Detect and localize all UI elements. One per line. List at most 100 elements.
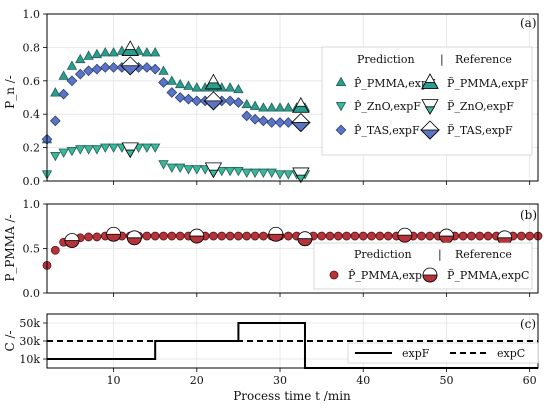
data-point-a-ref-triangle-up — [121, 49, 139, 56]
data-point-b-circle — [458, 231, 468, 241]
data-point-b-circle — [50, 245, 60, 255]
legend-a-header-prediction: Prediction — [357, 53, 415, 66]
data-point-a-triangle-up — [141, 47, 153, 57]
data-point-a-triangle-down — [108, 143, 119, 153]
data-point-a-diamond — [141, 62, 153, 73]
data-point-a-ref-triangle-down — [295, 174, 306, 184]
legend-markers — [329, 73, 440, 283]
data-point-a-ref-triangle-up — [292, 105, 310, 113]
data-point-b-circle — [383, 231, 393, 241]
data-point-b-circle — [425, 231, 435, 241]
data-point-a-ref-diamond — [203, 100, 224, 111]
data-point-a-diamond — [274, 117, 286, 128]
data-point-a-triangle-up — [58, 70, 69, 80]
data-point-a-diamond — [166, 87, 178, 98]
data-point-a-diamond — [258, 115, 269, 127]
legend-b-header-sep: | — [438, 248, 442, 262]
data-point-b-circle — [217, 231, 227, 241]
data-point-b-circle — [475, 231, 485, 241]
y-tick-label-b: 0.5 — [23, 243, 41, 256]
series-line-expF — [47, 322, 538, 369]
data-point-a-ref-triangle-up — [204, 82, 223, 90]
data-point-b-circle — [375, 231, 385, 241]
y-tick-label-a: 0.0 — [23, 175, 41, 188]
plot-frame-b — [46, 203, 539, 294]
legend-b-header-prediction: Prediction — [354, 248, 412, 261]
data-point-a-triangle-down — [141, 143, 153, 153]
data-point-a-triangle-up — [66, 60, 78, 70]
data-point-b-ref — [106, 233, 121, 242]
data-point-a-ref-diamond — [290, 122, 311, 133]
data-point-a-ref-diamond — [120, 65, 141, 76]
data-point-b-ref — [439, 235, 454, 244]
y-axis-title-a: P_n /- — [3, 75, 17, 109]
data-point-a-triangle-down — [75, 145, 86, 155]
data-point-b-circle — [325, 231, 335, 241]
data-point-a-diamond — [233, 97, 244, 108]
data-point-a-diamond — [266, 117, 278, 128]
data-point-b-circle — [84, 232, 94, 242]
data-point-b-circle — [250, 231, 260, 241]
data-point-b-circle — [358, 231, 368, 241]
legend-b-label-pred: P̂_PMMA,expC — [348, 269, 430, 282]
legend-a-header-sep: | — [440, 53, 444, 67]
data-point-b-ref — [268, 233, 284, 242]
data-point-a-triangle-down — [216, 166, 227, 177]
data-point-a-triangle-down — [266, 168, 277, 178]
data-point-a-diamond — [158, 77, 169, 88]
legend-b-header-reference: Reference — [455, 248, 512, 261]
data-point-a-triangle-up — [91, 48, 103, 59]
legend-marker-pmma-ref — [421, 82, 439, 89]
legend-marker-b-ref — [422, 274, 438, 283]
data-point-a-triangle-up — [108, 47, 119, 57]
legend-a-label-zno-ref: P̃_ZnO,expF — [447, 100, 514, 113]
data-point-a-triangle-down — [249, 168, 261, 178]
y-tick-label-a: 0.4 — [23, 108, 41, 121]
data-point-a-triangle-down — [224, 166, 236, 177]
data-point-b-circle — [317, 231, 327, 241]
data-point-b-circle — [175, 231, 185, 241]
data-point-a-triangle-up — [183, 80, 194, 90]
data-point-a-triangle-up — [233, 83, 244, 94]
data-point-a-diamond — [99, 62, 111, 73]
data-point-b-circle — [525, 231, 535, 241]
plot-frame-c — [46, 313, 539, 369]
legend-marker-b-pred — [329, 270, 339, 280]
data-point-b-ref — [397, 234, 413, 243]
data-point-a-triangle-down — [58, 148, 69, 158]
data-point-b-circle — [283, 231, 293, 241]
x-tick-label: 30 — [273, 374, 287, 387]
legend-a-label-zno-pred: P̂_ZnO,expF — [354, 100, 421, 113]
data-point-b-ref — [189, 235, 205, 244]
data-point-b-circle — [225, 231, 235, 241]
data-point-b-ref — [297, 238, 313, 247]
data-point-a-triangle-up — [258, 102, 269, 112]
data-point-b-circle — [92, 232, 102, 242]
data-point-a-diamond — [49, 115, 61, 127]
data-point-a-triangle-down — [274, 170, 286, 180]
data-point-a-triangle-down — [50, 151, 61, 162]
x-tick-label: 10 — [107, 374, 121, 387]
legend-marker-tas-pred — [335, 124, 347, 136]
data-point-a-diamond — [91, 63, 103, 75]
x-tick-label: 60 — [523, 374, 537, 387]
legend-a-label-pmma-pred: P̂_PMMA,expF — [354, 77, 436, 90]
data-point-a-triangle-down — [166, 163, 178, 173]
legend-marker-pmma-pred — [335, 76, 347, 86]
data-point-a-diamond — [66, 75, 78, 87]
data-point-b-circle — [242, 231, 252, 241]
legend-b-box — [313, 242, 533, 290]
y-tick-label-b: 0.0 — [23, 287, 41, 300]
legend-c: expF expC — [347, 342, 539, 364]
plot-frame-a — [46, 13, 539, 182]
data-point-a-diamond — [249, 113, 261, 125]
y-tick-label-c: 10k — [19, 353, 40, 366]
data-point-a-diamond — [108, 62, 119, 73]
data-point-b-circle — [467, 231, 476, 241]
data-point-a-triangle-up — [150, 47, 161, 57]
panel-a-tag: (a) — [520, 16, 537, 30]
data-point-a-triangle-up — [166, 75, 178, 85]
data-point-a-triangle-down — [83, 145, 94, 155]
x-tick-label: 50 — [439, 374, 453, 387]
data-point-a-triangle-up — [100, 47, 111, 57]
